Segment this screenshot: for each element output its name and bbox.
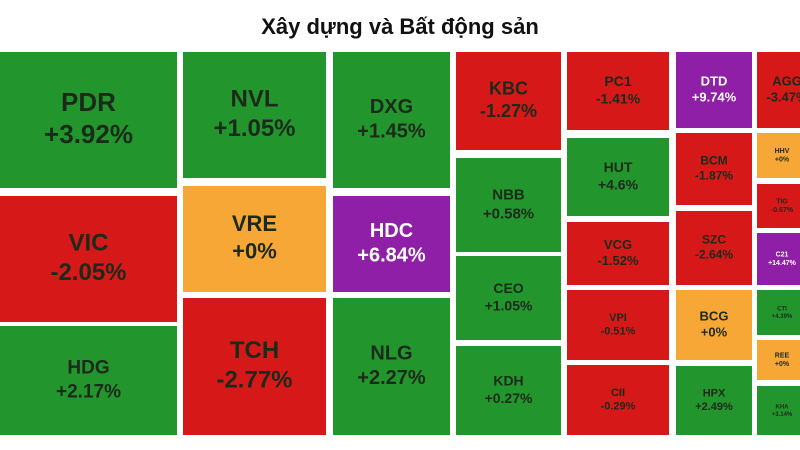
tile-name: DTD — [701, 73, 728, 88]
tile-value-label: +3.14% — [772, 412, 793, 418]
tile — [567, 365, 669, 435]
tile-name: HPX — [703, 388, 726, 400]
tile-name: CII — [611, 387, 625, 399]
tile — [676, 290, 752, 360]
tile-name: SZC — [702, 233, 726, 247]
tile-value-label: -2.05% — [50, 259, 126, 286]
tile — [757, 340, 800, 380]
tile — [757, 386, 800, 435]
tile-name: HUT — [604, 159, 633, 175]
tile — [333, 52, 450, 188]
tile — [456, 256, 561, 340]
tile-value-label: +0.58% — [483, 205, 534, 222]
tile-value-label: +4.6% — [598, 176, 639, 192]
tile — [757, 133, 800, 178]
tile-name: KHA — [776, 404, 790, 410]
tile-value-label: +2.27% — [357, 367, 426, 389]
tile-value-label: -2.77% — [216, 367, 292, 394]
tile-value-label: +1.05% — [485, 297, 533, 313]
tile-value-label: +6.84% — [357, 245, 426, 267]
tile — [676, 52, 752, 128]
tile-value-label: -1.27% — [480, 101, 537, 121]
tile — [333, 196, 450, 292]
tile-value-label: -1.41% — [596, 90, 641, 106]
tile-value-label: +0% — [775, 157, 790, 164]
tile-name: REE — [775, 353, 790, 360]
tile-name: HDG — [67, 358, 109, 379]
tile — [567, 290, 669, 360]
tile-name: TIG — [776, 199, 788, 206]
tile-name: TCH — [230, 337, 279, 364]
tile-value-label: +1.05% — [213, 115, 295, 142]
tile — [567, 222, 669, 285]
tile-value-label: +14.47% — [768, 260, 797, 267]
tile-name: HDC — [370, 220, 413, 242]
tile-value-label: +0% — [701, 324, 728, 339]
tile-name: NBB — [492, 187, 525, 204]
tile-name: AGG — [772, 73, 800, 88]
chart-title: Xây dựng và Bất động sản — [261, 14, 539, 39]
tile — [333, 298, 450, 435]
tile-value-label: +0.27% — [485, 390, 533, 406]
tile — [676, 366, 752, 435]
tile-value-label: -1.52% — [597, 253, 639, 268]
tile — [0, 326, 177, 435]
tile-value-label: +3.92% — [44, 119, 133, 149]
tile — [183, 52, 326, 178]
tile-name: VCG — [604, 237, 632, 252]
tile-name: KBC — [489, 79, 528, 99]
tile-value-label: -0.67% — [771, 207, 794, 214]
tile-name: VPI — [609, 312, 627, 324]
tile — [456, 346, 561, 435]
tile-name: VIC — [68, 229, 108, 256]
tile-name: NLG — [370, 342, 412, 364]
tile — [0, 52, 177, 188]
tile-name: C21 — [776, 252, 789, 259]
tile — [183, 298, 326, 435]
tile-name: DXG — [370, 96, 413, 118]
tile — [757, 290, 800, 335]
tile-value-label: +0% — [232, 238, 277, 263]
tile-name: PDR — [61, 87, 116, 117]
tile-name: VRE — [232, 211, 277, 236]
tile — [456, 158, 561, 252]
tile-name: PC1 — [604, 73, 631, 89]
tile-name: CEO — [493, 280, 523, 296]
tile — [757, 184, 800, 228]
tile — [757, 233, 800, 285]
tile — [676, 211, 752, 285]
tile — [567, 52, 669, 130]
tile — [757, 52, 800, 128]
tile — [676, 133, 752, 205]
tile-value-label: +1.45% — [357, 121, 426, 143]
tile — [183, 186, 326, 292]
tile-value-label: -2.64% — [695, 248, 733, 262]
tile-value-label: +2.49% — [695, 401, 733, 413]
tile — [456, 52, 561, 150]
tile-name: NVL — [231, 85, 279, 112]
tile-value-label: -0.51% — [601, 326, 636, 338]
tile-name: BCM — [700, 154, 727, 168]
tile-value-label: -3.47% — [766, 89, 800, 104]
tile-value-label: -0.29% — [601, 401, 636, 413]
tile-name: HHV — [775, 148, 790, 155]
tile-name: BCG — [700, 308, 729, 323]
tile-value-label: +0% — [775, 361, 790, 368]
tile — [567, 138, 669, 216]
tile-name: CTI — [777, 306, 787, 312]
tile — [0, 196, 177, 322]
tile-value-label: +9.74% — [692, 89, 737, 104]
tile-value-label: +2.17% — [56, 381, 121, 402]
tile-name: KDH — [493, 373, 523, 389]
tile-value-label: +4.39% — [772, 314, 793, 320]
tile-value-label: -1.87% — [695, 169, 733, 183]
